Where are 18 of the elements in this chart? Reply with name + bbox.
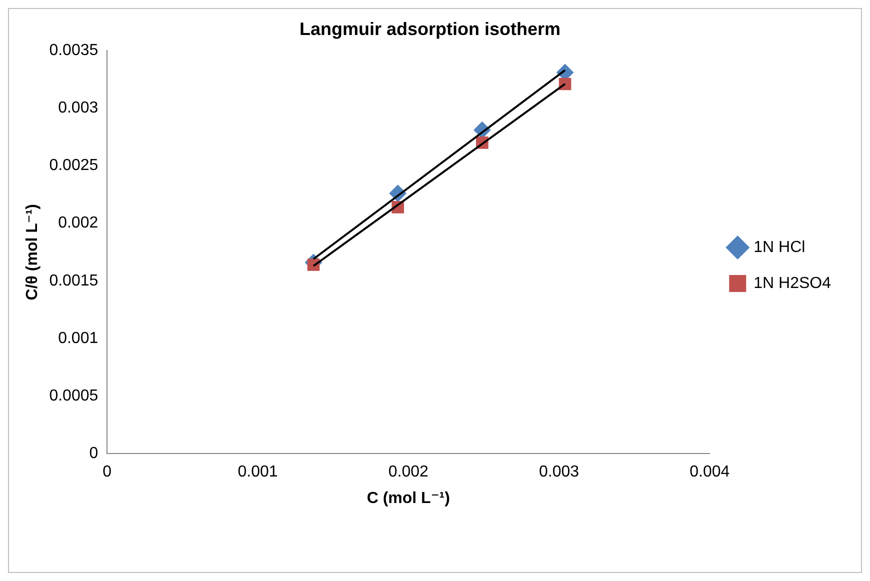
x-tick-label: 0.004	[690, 464, 730, 481]
y-axis-title: C/θ (mol L⁻¹)	[24, 204, 42, 300]
y-tick-label: 0.003	[58, 100, 98, 117]
chart-title: Langmuir adsorption isotherm	[299, 18, 561, 39]
x-axis-title: C (mol L⁻¹)	[366, 490, 450, 507]
y-tick-label: 0.001	[58, 330, 98, 347]
x-tick-label: 0.003	[538, 464, 580, 481]
y-tick-label: 0.0025	[49, 157, 98, 174]
y-tick-label: 0.002	[58, 214, 98, 232]
y-tick-label: 0	[89, 445, 98, 462]
x-tick-label: 0.002	[388, 464, 428, 481]
y-tick-label: 0.0015	[49, 272, 98, 290]
x-tick-label: 0	[102, 464, 112, 481]
y-tick-label: 0.0035	[49, 42, 98, 60]
x-tick-label: 0.001	[238, 464, 278, 481]
y-tick-label: 0.0005	[49, 387, 98, 404]
legend-label: 1N HCl	[754, 238, 806, 256]
legend-label: 1N H2SO4	[754, 274, 832, 292]
